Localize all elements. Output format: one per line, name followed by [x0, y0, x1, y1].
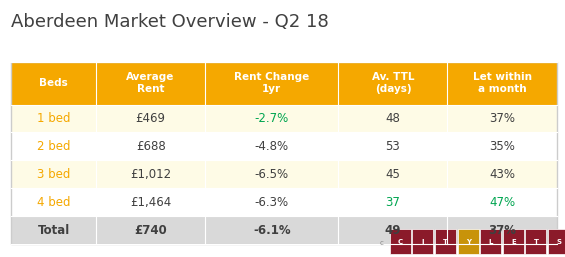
Bar — [525, 229, 546, 254]
Text: L: L — [489, 238, 493, 245]
Bar — [338, 160, 447, 188]
Text: 48: 48 — [385, 112, 401, 125]
Bar — [447, 62, 557, 105]
Bar — [205, 62, 338, 105]
Bar — [338, 188, 447, 216]
Bar — [96, 216, 205, 244]
Bar — [11, 132, 96, 160]
Bar — [11, 62, 557, 244]
Bar — [447, 216, 557, 244]
Text: 49: 49 — [385, 224, 401, 237]
Bar — [435, 229, 456, 254]
Text: -2.7%: -2.7% — [255, 112, 289, 125]
Text: 45: 45 — [385, 168, 401, 181]
Text: Av. TTL
(days): Av. TTL (days) — [372, 72, 414, 94]
Text: 1 bed: 1 bed — [37, 112, 71, 125]
Text: £1,012: £1,012 — [130, 168, 171, 181]
Text: Total: Total — [38, 224, 70, 237]
Bar — [447, 132, 557, 160]
Text: Let within
a month: Let within a month — [472, 72, 532, 94]
Bar — [96, 62, 205, 105]
Bar — [11, 216, 96, 244]
Bar — [205, 160, 338, 188]
Bar — [447, 105, 557, 132]
Bar — [338, 132, 447, 160]
Text: Beds: Beds — [40, 78, 68, 88]
Text: I: I — [421, 238, 424, 245]
Text: E: E — [511, 238, 516, 245]
Bar — [205, 188, 338, 216]
Text: T: T — [443, 238, 448, 245]
Text: -6.5%: -6.5% — [255, 168, 289, 181]
Text: T: T — [533, 238, 538, 245]
Text: 37: 37 — [385, 196, 401, 209]
Text: -6.1%: -6.1% — [253, 224, 290, 237]
Text: -6.3%: -6.3% — [255, 196, 289, 209]
Text: 4 bed: 4 bed — [37, 196, 71, 209]
Bar — [447, 160, 557, 188]
Bar — [338, 216, 447, 244]
Text: Aberdeen Market Overview - Q2 18: Aberdeen Market Overview - Q2 18 — [11, 13, 329, 31]
Bar — [205, 216, 338, 244]
Text: £1,464: £1,464 — [130, 196, 171, 209]
Text: S: S — [556, 238, 561, 245]
Bar — [11, 105, 96, 132]
Text: 3 bed: 3 bed — [37, 168, 71, 181]
Text: c: c — [380, 240, 383, 246]
Text: Average
Rent: Average Rent — [127, 72, 175, 94]
Bar — [390, 229, 411, 254]
Bar — [447, 188, 557, 216]
Bar — [503, 229, 524, 254]
Bar — [338, 105, 447, 132]
Text: Rent Change
1yr: Rent Change 1yr — [234, 72, 310, 94]
Bar — [96, 160, 205, 188]
Bar — [11, 160, 96, 188]
Text: 53: 53 — [385, 140, 401, 153]
Text: £740: £740 — [134, 224, 167, 237]
Bar — [96, 105, 205, 132]
Bar — [205, 105, 338, 132]
Text: 35%: 35% — [489, 140, 515, 153]
Text: £688: £688 — [136, 140, 166, 153]
Bar — [458, 229, 479, 254]
Text: Y: Y — [466, 238, 471, 245]
Text: 43%: 43% — [489, 168, 515, 181]
Bar — [11, 188, 96, 216]
Text: -4.8%: -4.8% — [255, 140, 289, 153]
Text: 2 bed: 2 bed — [37, 140, 71, 153]
Text: 37%: 37% — [489, 112, 515, 125]
Bar — [96, 188, 205, 216]
Bar — [480, 229, 501, 254]
Bar — [548, 229, 565, 254]
Text: C: C — [398, 238, 403, 245]
Bar — [338, 62, 447, 105]
Bar — [96, 132, 205, 160]
Bar — [412, 229, 433, 254]
Bar — [11, 62, 96, 105]
Text: 47%: 47% — [489, 196, 515, 209]
Bar — [205, 132, 338, 160]
Text: 37%: 37% — [488, 224, 516, 237]
Text: £469: £469 — [136, 112, 166, 125]
